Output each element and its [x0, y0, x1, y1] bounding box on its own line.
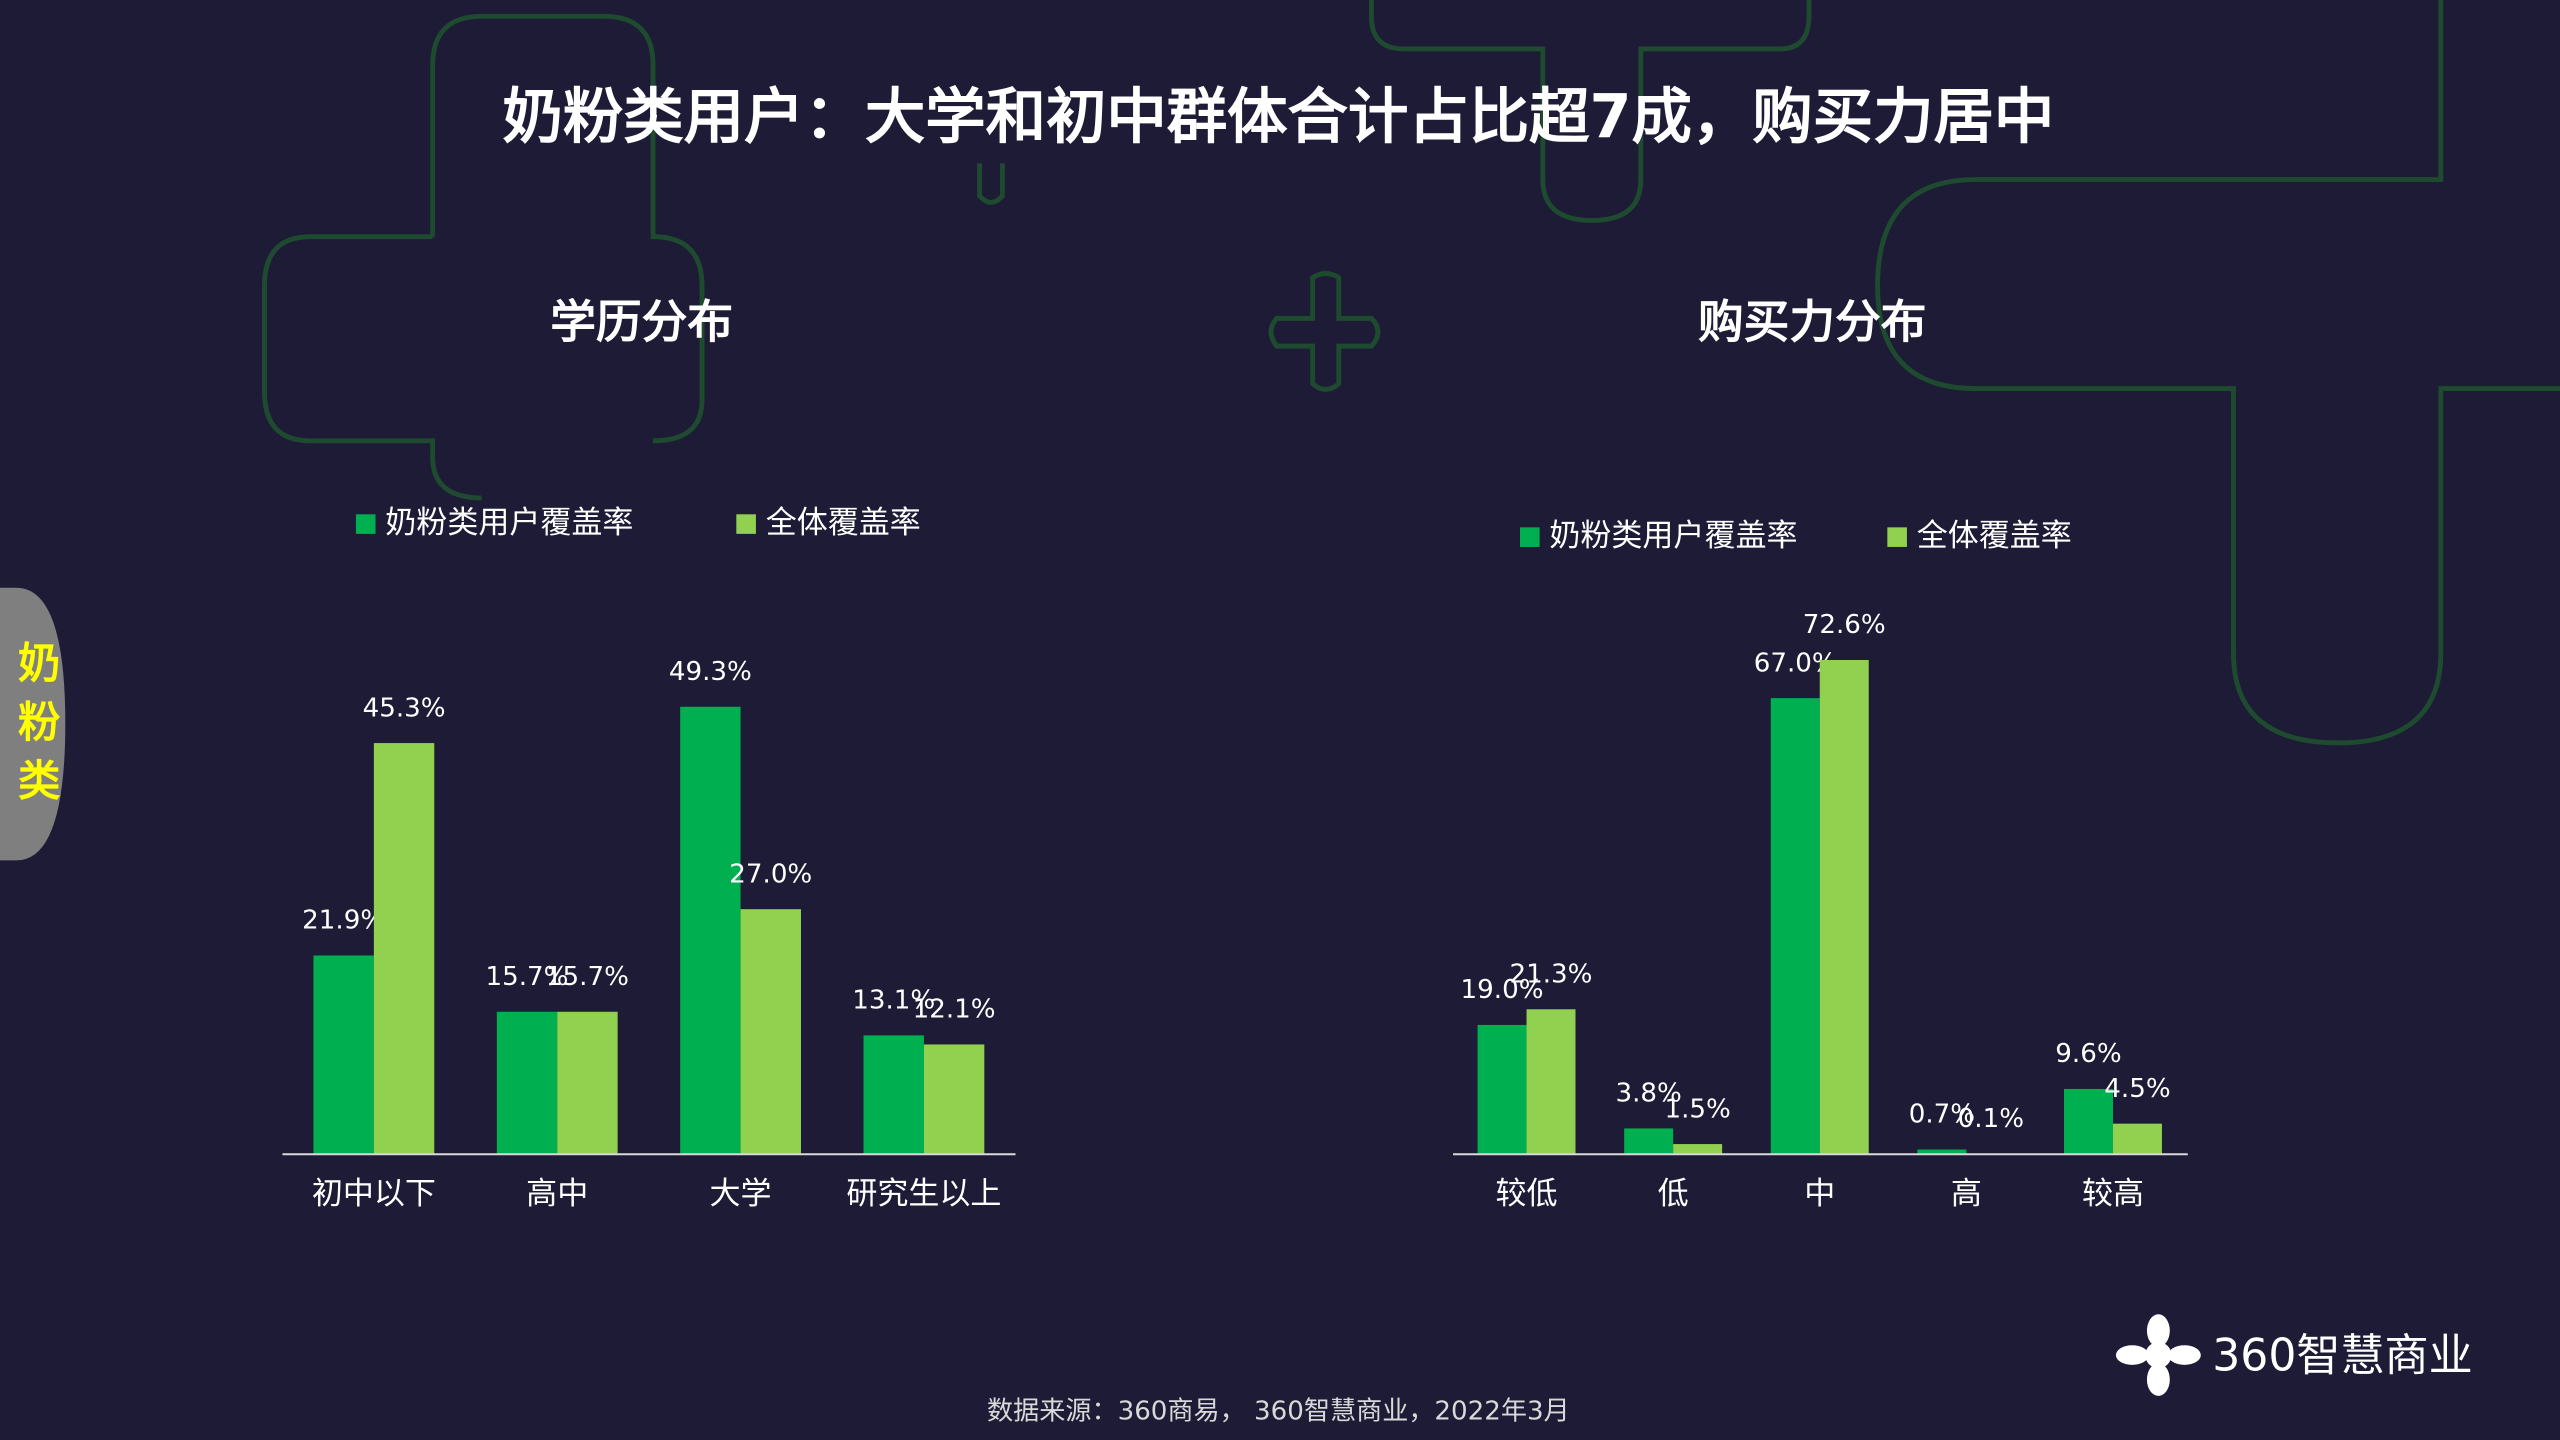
value-label: 1.5%: [1664, 1094, 1730, 1124]
value-label: 21.9%: [302, 906, 385, 936]
value-label: 27.0%: [729, 859, 812, 889]
logo-icon: [2168, 1345, 2201, 1365]
x-tick-label: 初中以下: [312, 1176, 436, 1212]
decoration: [262, 0, 2560, 746]
logo-icon: [2146, 1314, 2170, 1347]
bar: [1477, 1024, 1527, 1155]
value-label: 15.7%: [486, 962, 569, 992]
bar: [2064, 1088, 2113, 1155]
bar: [496, 1011, 558, 1155]
bar: [373, 743, 435, 1155]
value-label: 3.8%: [1615, 1079, 1681, 1109]
bar: [1770, 698, 1820, 1155]
bar: [1819, 660, 1869, 1155]
logo-text: 360智慧商业: [2212, 1330, 2472, 1381]
value-label: 21.3%: [1510, 959, 1593, 989]
x-tick-label: 较高: [2082, 1176, 2144, 1212]
legend-swatch: [736, 514, 756, 534]
logo: 360智慧商业: [2115, 1314, 2473, 1396]
bar: [1624, 1128, 1674, 1155]
bar: [1673, 1144, 1723, 1155]
value-label: 12.1%: [913, 995, 996, 1025]
x-tick-label: 低: [1658, 1176, 1689, 1212]
value-label: 0.1%: [1958, 1104, 2024, 1134]
chart-title: 学历分布: [550, 295, 733, 348]
side-tab-label: 奶粉类: [18, 640, 61, 807]
legend-label: 奶粉类用户覆盖率: [385, 505, 633, 541]
value-label: 72.6%: [1803, 610, 1886, 640]
x-tick-label: 较低: [1496, 1176, 1558, 1212]
legend-label: 奶粉类用户覆盖率: [1549, 518, 1797, 554]
legend-swatch: [355, 514, 376, 534]
bar: [1526, 1009, 1576, 1155]
chart-title: 购买力分布: [1698, 295, 1927, 348]
x-tick-label: 高中: [526, 1176, 588, 1212]
value-label: 4.5%: [2104, 1074, 2170, 1104]
x-tick-label: 研究生以上: [846, 1176, 1001, 1212]
page-title: 奶粉类用户：大学和初中群体合计占比超7成，购买力居中: [502, 82, 2054, 152]
bar: [1917, 1149, 1967, 1155]
x-tick-label: 高: [1951, 1176, 1982, 1212]
bar: [923, 1044, 985, 1155]
value-label: 0.7%: [1909, 1100, 1975, 1130]
value-label: 45.3%: [363, 693, 446, 723]
logo-icon: [2145, 1342, 2172, 1369]
legend-label: 全体覆盖率: [766, 505, 921, 541]
legend-swatch: [1520, 527, 1540, 547]
legend-label: 全体覆盖率: [1917, 518, 2072, 554]
legend-swatch: [1887, 527, 1907, 547]
bar: [740, 909, 801, 1155]
source-note: 数据来源：360商易， 360智慧商业，2022年3月: [987, 1397, 1570, 1427]
bar: [2112, 1123, 2162, 1155]
value-label: 19.0%: [1461, 975, 1544, 1005]
value-label: 49.3%: [669, 657, 752, 687]
x-tick-label: 中: [1804, 1176, 1835, 1212]
bar: [557, 1011, 618, 1155]
value-label: 13.1%: [852, 986, 935, 1016]
side-tab: [0, 587, 66, 861]
logo-icon: [2115, 1345, 2149, 1365]
value-label: 9.6%: [2055, 1039, 2121, 1069]
bar: [863, 1035, 924, 1155]
x-tick-label: 大学: [710, 1176, 772, 1212]
bar: [680, 706, 741, 1155]
logo-icon: [2146, 1363, 2170, 1396]
value-label: 15.7%: [546, 962, 629, 992]
bar: [313, 955, 374, 1155]
